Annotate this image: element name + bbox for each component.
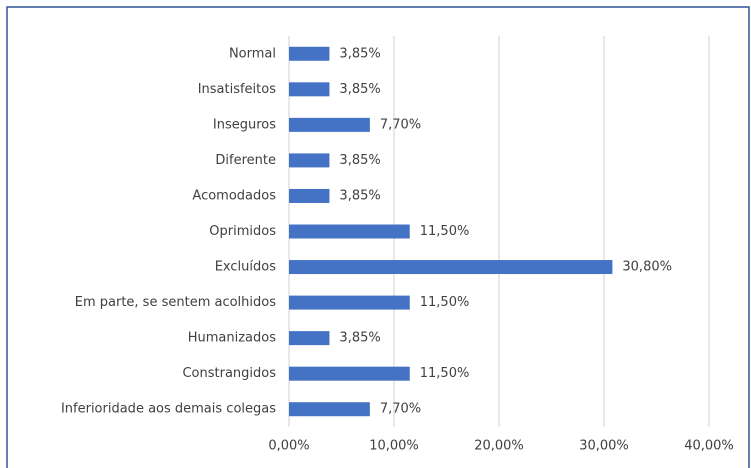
y-tick-label: Inferioridade aos demais colegas bbox=[61, 402, 276, 417]
y-tick-label: Oprimidos bbox=[209, 224, 276, 239]
bar bbox=[289, 117, 370, 132]
chart-frame bbox=[6, 6, 750, 468]
y-tick-label: Inseguros bbox=[213, 117, 276, 132]
y-tick-label: Constrangidos bbox=[182, 366, 276, 381]
bar bbox=[289, 295, 410, 310]
bar bbox=[289, 188, 330, 203]
x-tick-label: 20,00% bbox=[474, 439, 524, 454]
x-tick-label: 0,00% bbox=[268, 439, 309, 454]
y-tick-label: Insatisfeitos bbox=[198, 82, 277, 97]
x-tick-label: 10,00% bbox=[369, 439, 419, 454]
bar bbox=[289, 402, 370, 417]
value-label: 30,80% bbox=[622, 260, 672, 275]
bar bbox=[289, 46, 330, 61]
bar bbox=[289, 260, 613, 275]
y-tick-label: Humanizados bbox=[188, 331, 276, 346]
y-tick-label: Acomodados bbox=[192, 188, 276, 203]
value-label: 3,85% bbox=[339, 188, 380, 203]
y-tick-label: Diferente bbox=[215, 153, 276, 168]
bar bbox=[289, 331, 330, 346]
y-tick-label: Excluídos bbox=[215, 260, 276, 275]
value-label: 3,85% bbox=[339, 331, 380, 346]
x-tick-label: 40,00% bbox=[684, 439, 734, 454]
bar bbox=[289, 82, 330, 97]
value-label: 7,70% bbox=[380, 117, 421, 132]
value-label: 11,50% bbox=[420, 366, 470, 381]
y-tick-label: Normal bbox=[229, 46, 276, 61]
value-label: 11,50% bbox=[420, 295, 470, 310]
bar bbox=[289, 366, 410, 381]
bar bbox=[289, 153, 330, 168]
bar bbox=[289, 224, 410, 239]
y-tick-label: Em parte, se sentem acolhidos bbox=[75, 295, 276, 310]
value-label: 3,85% bbox=[339, 153, 380, 168]
value-label: 3,85% bbox=[339, 82, 380, 97]
x-tick-label: 30,00% bbox=[579, 439, 629, 454]
value-label: 3,85% bbox=[339, 46, 380, 61]
value-label: 11,50% bbox=[420, 224, 470, 239]
value-label: 7,70% bbox=[380, 402, 421, 417]
